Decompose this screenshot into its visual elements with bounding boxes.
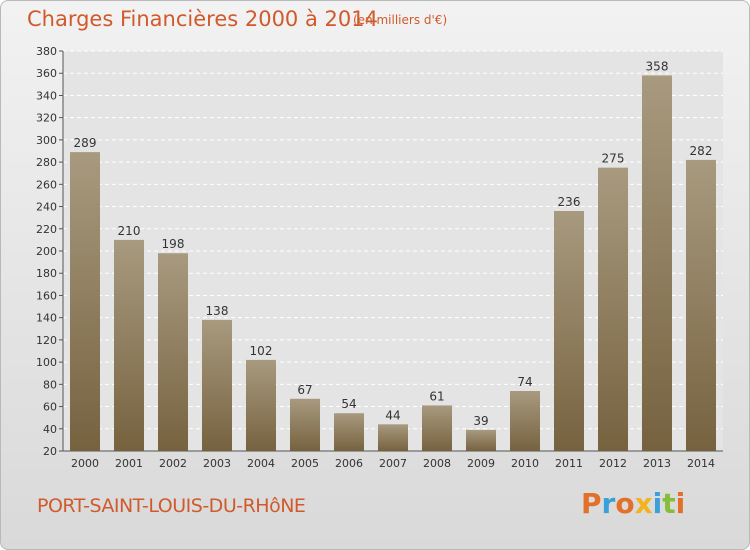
x-tick-label: 2011 (555, 457, 583, 470)
bar-2002 (158, 253, 188, 451)
data-label: 44 (385, 408, 400, 422)
logo-letter: x (634, 487, 653, 520)
data-label: 102 (250, 344, 273, 358)
y-tick-label: 300 (36, 134, 57, 147)
bar-2013 (642, 75, 672, 451)
x-tick-label: 2008 (423, 457, 451, 470)
logo-letter: r (601, 487, 616, 520)
bar-2004 (246, 359, 276, 451)
data-label: 39 (473, 414, 488, 428)
x-tick-label: 2007 (379, 457, 407, 470)
y-tick-label: 20 (43, 445, 57, 458)
bar-2001 (114, 239, 144, 451)
y-tick-label: 380 (36, 45, 57, 58)
y-tick-label: 160 (36, 289, 57, 302)
x-tick-label: 2010 (511, 457, 539, 470)
logo-letter: o (615, 487, 635, 520)
x-tick-label: 2000 (71, 457, 99, 470)
data-label: 210 (118, 224, 141, 238)
bar-2011 (554, 211, 584, 451)
data-label: 289 (74, 136, 97, 150)
bar-2000 (70, 152, 100, 451)
x-tick-label: 2012 (599, 457, 627, 470)
bar-2010 (510, 391, 540, 451)
bar-2009 (466, 429, 496, 451)
bar-2008 (422, 405, 452, 451)
data-label: 358 (646, 59, 669, 73)
y-tick-label: 320 (36, 112, 57, 125)
bar-2006 (334, 413, 364, 451)
chart-unit: (en milliers d'€) (353, 13, 448, 27)
x-tick-label: 2014 (687, 457, 715, 470)
logo-letter: i (652, 487, 663, 520)
data-label: 138 (206, 304, 229, 318)
logo-letter: i (675, 487, 686, 520)
data-label: 74 (517, 375, 532, 389)
y-tick-label: 140 (36, 312, 57, 325)
data-label: 67 (297, 383, 312, 397)
y-tick-label: 120 (36, 334, 57, 347)
y-tick-label: 100 (36, 356, 57, 369)
chart-title: Charges Financières 2000 à 2014 (27, 7, 378, 31)
x-tick-label: 2005 (291, 457, 319, 470)
data-label: 275 (602, 152, 625, 166)
y-tick-label: 280 (36, 156, 57, 169)
y-tick-label: 260 (36, 178, 57, 191)
bar-2012 (598, 167, 628, 451)
x-tick-label: 2003 (203, 457, 231, 470)
bar-2007 (378, 424, 408, 451)
bar-2003 (202, 319, 232, 451)
place-name: PORT-SAINT-LOUIS-DU-RHôNE (37, 495, 306, 517)
y-tick-label: 200 (36, 245, 57, 258)
y-tick-label: 40 (43, 423, 57, 436)
data-label: 282 (690, 144, 713, 158)
x-tick-label: 2009 (467, 457, 495, 470)
x-tick-label: 2006 (335, 457, 363, 470)
y-tick-label: 180 (36, 267, 57, 280)
x-tick-label: 2001 (115, 457, 143, 470)
logo-letter: P (581, 487, 602, 520)
data-label: 61 (429, 389, 444, 403)
logo-letter: t (662, 487, 676, 520)
y-tick-label: 80 (43, 378, 57, 391)
data-label: 54 (341, 397, 356, 411)
y-tick-label: 60 (43, 401, 57, 414)
y-tick-label: 360 (36, 67, 57, 80)
y-tick-label: 340 (36, 89, 57, 102)
x-tick-label: 2013 (643, 457, 671, 470)
data-label: 236 (558, 195, 581, 209)
x-tick-label: 2004 (247, 457, 275, 470)
x-tick-label: 2002 (159, 457, 187, 470)
y-tick-label: 220 (36, 223, 57, 236)
proxiti-logo: Proxiti (581, 487, 685, 520)
y-tick-label: 240 (36, 201, 57, 214)
bar-2005 (290, 398, 320, 451)
data-label: 198 (162, 237, 185, 251)
bar-2014 (686, 159, 716, 451)
